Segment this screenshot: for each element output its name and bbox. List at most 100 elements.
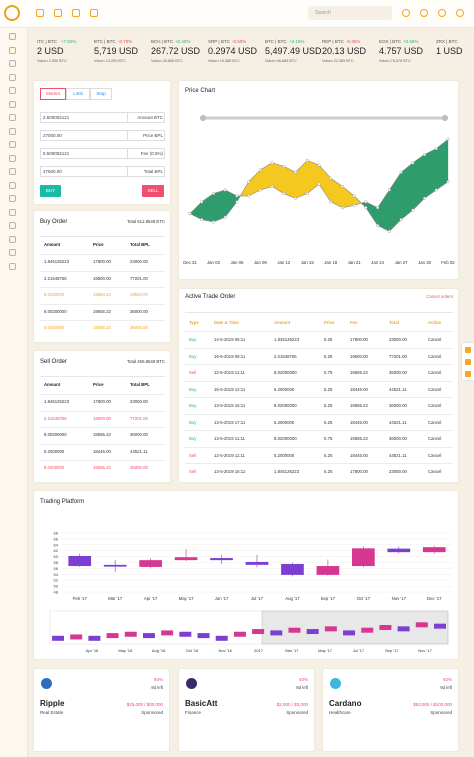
sidebar-icon[interactable] xyxy=(9,127,16,135)
tab-label[interactable]: Stop xyxy=(96,91,106,96)
area-fill xyxy=(213,189,226,223)
sidebar-icon[interactable] xyxy=(9,181,16,189)
cancel-button[interactable]: Cancel xyxy=(428,337,442,342)
sidebar-icon[interactable] xyxy=(9,141,16,148)
data-point xyxy=(258,188,262,192)
sidebar-icon[interactable] xyxy=(9,235,16,243)
sidebar-icon[interactable] xyxy=(9,114,16,121)
column-header: Date & Time xyxy=(214,320,239,325)
card-name: BasicAtt xyxy=(185,699,218,708)
tab-label[interactable]: Market xyxy=(46,91,60,96)
tab-label[interactable]: Limit xyxy=(73,91,83,96)
header-icon[interactable] xyxy=(438,9,446,17)
side-tab-icon[interactable] xyxy=(465,359,471,365)
buy-label[interactable]: BUY xyxy=(45,188,56,193)
x-tick-label: Jan 09 xyxy=(254,260,268,265)
sidebar-icon[interactable] xyxy=(9,208,16,216)
search-box[interactable] xyxy=(308,6,392,20)
logo[interactable] xyxy=(4,5,20,21)
sidebar-icon[interactable] xyxy=(9,222,16,229)
header-icon[interactable] xyxy=(36,9,44,17)
card-status: Sponsored xyxy=(430,710,452,715)
cancel-button[interactable]: Cancel xyxy=(428,386,442,392)
header-icon[interactable] xyxy=(420,9,428,17)
tab[interactable] xyxy=(40,88,66,100)
header-icon[interactable] xyxy=(456,9,464,17)
input-value[interactable]: 27500.00 xyxy=(43,168,62,174)
input-value[interactable]: 27000.00 xyxy=(43,132,62,138)
sidebar-icon[interactable] xyxy=(9,87,16,94)
tab[interactable] xyxy=(90,88,112,100)
input[interactable] xyxy=(40,148,128,159)
x-tick-label: Dec '17 xyxy=(427,596,442,601)
sidebar-icon[interactable] xyxy=(9,33,16,40)
data-point xyxy=(258,168,262,172)
sidebar-icon[interactable] xyxy=(9,168,16,175)
y-tick-label: 58 xyxy=(54,560,59,565)
cell: 19555.22 xyxy=(93,325,111,330)
sidebar-icon[interactable] xyxy=(9,262,16,270)
sidebar-icon[interactable] xyxy=(9,249,16,256)
header-icon[interactable] xyxy=(90,9,98,17)
area-fill xyxy=(377,189,390,232)
sidebar-icon[interactable] xyxy=(9,73,16,81)
panel xyxy=(33,668,170,752)
sidebar-icon[interactable] xyxy=(9,154,16,162)
tab[interactable] xyxy=(66,88,90,100)
sidebar-icon[interactable] xyxy=(9,100,16,108)
cancel-button[interactable]: Cancel xyxy=(428,469,442,474)
x-tick-label: Jan 27 xyxy=(395,260,409,265)
cancel-button[interactable]: Cancel xyxy=(428,452,442,458)
header-icon[interactable] xyxy=(402,9,410,17)
panel xyxy=(178,288,459,483)
cell: Sell xyxy=(189,452,197,458)
navigator-bar xyxy=(106,633,119,639)
x-tick-label: Jan 18 xyxy=(324,260,338,265)
area-fill xyxy=(424,148,437,199)
buy-button[interactable] xyxy=(40,185,61,197)
data-point xyxy=(376,223,380,227)
side-tab-icon[interactable] xyxy=(465,347,471,353)
sell-label[interactable]: SELL xyxy=(147,188,159,193)
cell: 36000.00 xyxy=(389,370,407,375)
row-divider xyxy=(40,254,165,255)
input[interactable] xyxy=(40,130,128,141)
sidebar-icon[interactable] xyxy=(9,60,16,67)
cell: 18445.00 xyxy=(350,386,368,392)
cancel-button[interactable]: Cancel xyxy=(428,370,442,375)
cancel-button[interactable]: Cancel xyxy=(428,436,442,441)
data-point xyxy=(317,163,321,167)
navigator-bar xyxy=(379,625,392,630)
side-tab-icon[interactable] xyxy=(465,371,471,377)
input[interactable] xyxy=(40,166,128,177)
cancel-button[interactable]: Cancel xyxy=(428,419,442,425)
divider xyxy=(40,236,165,237)
header-icon[interactable] xyxy=(54,9,62,17)
sell-button[interactable] xyxy=(142,185,164,197)
cell: 5.25 xyxy=(324,419,333,425)
row-divider xyxy=(40,443,165,445)
data-point xyxy=(317,182,321,186)
ticker-price: 20.13 USD xyxy=(322,46,367,56)
cancel-all-link[interactable]: Cancel orders xyxy=(426,294,453,299)
cell: 77201.00 xyxy=(130,415,148,421)
row-divider xyxy=(40,287,165,288)
sidebar-icon[interactable] xyxy=(9,195,16,202)
header-icon[interactable] xyxy=(72,9,80,17)
input-value[interactable]: 2.500002121 xyxy=(43,114,70,120)
input[interactable] xyxy=(40,112,128,123)
cell: 8.0200000 xyxy=(44,325,65,330)
navigator-label: Sep '17 xyxy=(385,648,399,653)
cell: Buy xyxy=(189,386,197,392)
area-fill xyxy=(225,189,238,218)
ticker-volume: Volum 15,385 BTC xyxy=(208,59,240,63)
card-name: Cardano xyxy=(329,699,362,708)
navigator-bar xyxy=(434,623,446,629)
sidebar-icon[interactable] xyxy=(9,46,16,54)
cancel-button[interactable]: Cancel xyxy=(428,353,442,359)
row-divider xyxy=(40,320,165,321)
cell: Buy xyxy=(189,419,197,425)
cancel-button[interactable]: Cancel xyxy=(428,403,442,408)
input-value[interactable]: 8.500002121 xyxy=(43,150,70,156)
cell: 5.25 xyxy=(324,452,333,458)
